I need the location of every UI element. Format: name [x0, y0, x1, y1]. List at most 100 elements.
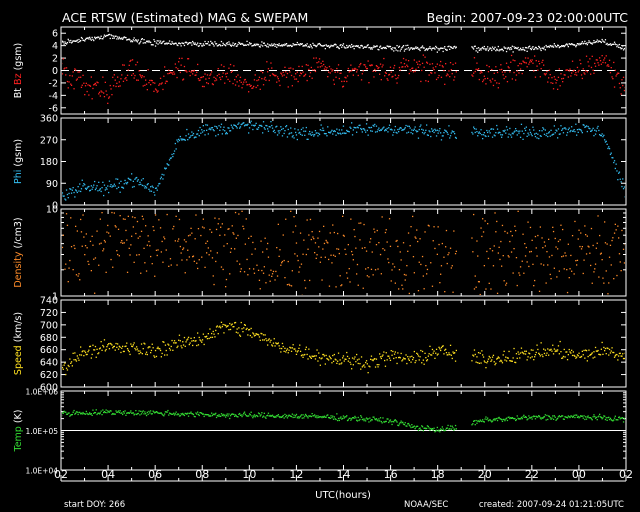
data-point: [370, 268, 373, 270]
data-point: [365, 417, 368, 419]
data-point: [173, 71, 175, 73]
data-point: [150, 413, 153, 415]
data-point: [332, 415, 334, 417]
data-point: [257, 128, 259, 130]
data-point: [140, 76, 143, 79]
data-point: [89, 412, 91, 414]
data-point: [447, 354, 449, 356]
data-point: [338, 77, 340, 80]
data-point: [140, 230, 143, 232]
data-point: [109, 410, 111, 412]
data-point: [525, 62, 527, 64]
data-point: [178, 139, 181, 142]
data-point: [505, 62, 508, 64]
data-point: [175, 66, 177, 69]
data-point: [62, 368, 64, 370]
data-point: [501, 362, 504, 364]
data-point: [192, 134, 194, 136]
data-point: [338, 47, 340, 50]
data-point: [258, 76, 261, 78]
data-point: [99, 347, 101, 349]
data-point: [270, 339, 272, 341]
data-point: [72, 71, 74, 73]
data-point: [348, 131, 350, 133]
data-point: [227, 127, 229, 129]
data-point: [450, 69, 452, 71]
data-point: [299, 416, 301, 418]
data-point: [118, 36, 120, 38]
data-point: [215, 228, 218, 231]
data-point: [292, 231, 294, 233]
data-point: [437, 430, 439, 432]
data-point: [80, 76, 82, 78]
data-point: [402, 66, 404, 68]
data-point: [474, 353, 476, 356]
data-point: [471, 237, 473, 239]
data-point: [617, 72, 619, 74]
data-point: [100, 410, 102, 412]
data-point: [172, 349, 174, 351]
data-point: [603, 415, 605, 417]
data-point: [359, 363, 361, 365]
data-point: [285, 416, 287, 418]
data-point: [133, 342, 135, 344]
data-point: [228, 127, 230, 129]
data-point: [130, 410, 132, 412]
data-point: [599, 353, 601, 356]
data-point: [414, 70, 416, 73]
data-point: [491, 421, 493, 423]
data-point: [353, 126, 355, 129]
data-point: [285, 76, 288, 78]
data-point: [83, 236, 85, 238]
data-point: [397, 128, 399, 131]
data-point: [252, 332, 254, 334]
data-point: [225, 326, 228, 328]
data-point: [141, 184, 143, 187]
data-point: [75, 412, 77, 414]
data-point: [384, 47, 386, 49]
data-point: [243, 79, 246, 81]
data-point: [570, 352, 572, 354]
data-point: [166, 43, 168, 45]
data-point: [94, 36, 96, 38]
y-tick-label: 2: [52, 54, 58, 65]
data-point: [159, 348, 161, 350]
data-point: [82, 39, 84, 41]
data-point: [224, 130, 226, 132]
data-point: [402, 129, 404, 131]
data-point: [92, 244, 94, 246]
data-point: [370, 126, 373, 129]
data-point: [117, 343, 119, 345]
data-point: [286, 348, 289, 350]
data-point: [364, 129, 366, 131]
data-point: [602, 61, 604, 64]
data-point: [370, 47, 373, 49]
data-point: [567, 76, 569, 78]
data-point: [289, 132, 291, 134]
data-point: [618, 355, 620, 357]
data-point: [454, 424, 457, 427]
data-point: [238, 213, 240, 215]
data-point: [394, 125, 396, 128]
data-point: [595, 41, 597, 43]
data-point: [292, 43, 294, 45]
data-point: [108, 97, 110, 99]
data-point: [96, 81, 98, 83]
data-point: [503, 350, 505, 352]
data-point: [332, 45, 334, 47]
data-point: [179, 245, 181, 248]
data-point: [128, 412, 130, 414]
data-point: [503, 130, 505, 133]
data-point: [492, 354, 495, 356]
data-point: [225, 133, 227, 135]
data-point: [119, 191, 121, 193]
data-point: [541, 130, 543, 132]
data-point: [371, 359, 373, 361]
data-point: [85, 37, 87, 39]
data-point: [410, 426, 412, 429]
data-point: [584, 73, 586, 75]
data-point: [83, 183, 85, 185]
data-point: [618, 46, 620, 48]
data-point: [568, 416, 570, 418]
data-point: [238, 41, 240, 44]
